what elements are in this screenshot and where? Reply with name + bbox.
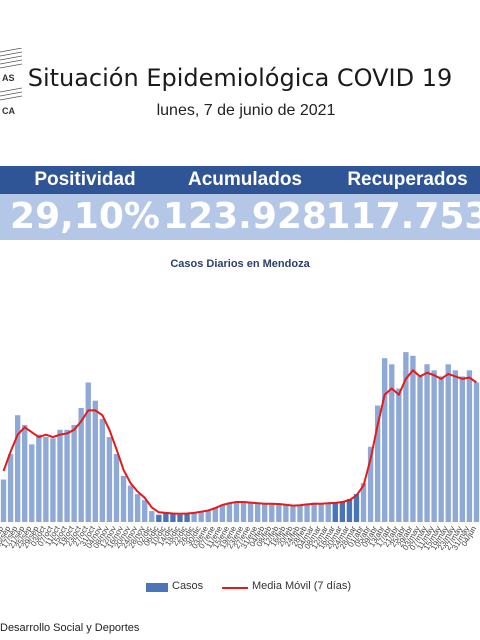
logo-text-2: CA bbox=[2, 106, 15, 116]
x-tick-labels: 09/sep13/sep17/sep21/sep25/sep29/sep03/o… bbox=[0, 524, 478, 552]
legend-label-media-movil: Media Móvil (7 días) bbox=[252, 580, 352, 592]
bar-casos bbox=[283, 505, 289, 522]
bar-casos bbox=[106, 437, 113, 522]
bar-casos bbox=[134, 494, 141, 522]
bar-casos bbox=[212, 507, 218, 522]
legend-label-casos: Casos bbox=[172, 580, 204, 592]
bar-casos bbox=[431, 370, 437, 522]
bar-casos bbox=[50, 438, 56, 522]
bar-casos bbox=[43, 437, 49, 522]
bar-casos bbox=[170, 513, 176, 522]
stats-value-band bbox=[0, 194, 480, 240]
ministry-logo: AS CA bbox=[0, 47, 23, 120]
stat-value-positividad: 29,10% bbox=[10, 196, 160, 237]
moving-average-line bbox=[2, 368, 478, 515]
bar-casos bbox=[71, 424, 77, 522]
bar-casos bbox=[29, 444, 35, 522]
bar-casos bbox=[438, 376, 444, 522]
daily-cases-chart: 09/sep13/sep17/sep21/sep25/sep29/sep03/o… bbox=[0, 352, 480, 552]
legend-swatch-media-movil bbox=[222, 587, 248, 589]
bar-casos bbox=[353, 494, 360, 522]
bar-casos bbox=[360, 483, 367, 522]
bar-casos bbox=[466, 370, 473, 522]
bar-casos bbox=[22, 424, 28, 522]
bar-casos bbox=[57, 429, 63, 522]
bar-casos bbox=[233, 501, 240, 522]
stat-label-recuperados: Recuperados bbox=[347, 169, 468, 190]
bar-casos bbox=[473, 382, 480, 522]
bar-casos bbox=[269, 503, 275, 522]
bar-casos bbox=[424, 364, 430, 522]
bar-casos bbox=[262, 503, 268, 522]
bar-casos bbox=[36, 434, 42, 522]
stat-value-recuperados: 117.753 bbox=[325, 196, 480, 237]
bar-casos bbox=[396, 388, 402, 522]
bar-casos bbox=[382, 358, 388, 522]
bar-casos bbox=[311, 502, 317, 522]
bar-casos bbox=[445, 364, 451, 522]
bar-casos bbox=[198, 512, 204, 522]
bar-casos bbox=[7, 454, 14, 522]
bar-casos bbox=[120, 475, 127, 522]
chart-title: Casos Diarios en Mendoza bbox=[170, 258, 310, 270]
bar-casos bbox=[78, 407, 84, 522]
bar-casos bbox=[254, 503, 261, 522]
bars-group bbox=[0, 352, 480, 522]
stat-value-acumulados: 123.928 bbox=[163, 196, 327, 237]
bar-casos bbox=[325, 502, 331, 522]
bar-casos bbox=[156, 514, 162, 522]
bar-casos bbox=[417, 376, 423, 522]
bar-casos bbox=[374, 405, 381, 522]
bar-casos bbox=[142, 500, 148, 522]
bar-casos bbox=[0, 479, 7, 522]
bar-casos bbox=[177, 514, 183, 522]
legend-swatch-casos bbox=[146, 583, 168, 592]
stat-label-acumulados: Acumulados bbox=[187, 169, 303, 190]
bar-casos bbox=[247, 501, 254, 522]
bar-casos bbox=[92, 400, 98, 522]
bar-casos bbox=[318, 503, 324, 522]
bar-casos bbox=[304, 503, 310, 522]
bar-casos bbox=[184, 514, 190, 522]
bar-casos bbox=[389, 364, 395, 522]
stat-label-positividad: Positividad bbox=[34, 169, 136, 190]
bar-casos bbox=[191, 513, 197, 522]
bar-casos bbox=[14, 415, 21, 522]
bar-casos bbox=[410, 355, 416, 522]
report-date: lunes, 7 de junio de 2021 bbox=[156, 102, 336, 119]
bar-casos bbox=[290, 506, 296, 522]
bar-casos bbox=[240, 501, 247, 522]
bar-casos bbox=[163, 513, 169, 522]
page-title: Situación Epidemiológica COVID 19 bbox=[27, 64, 453, 92]
bar-casos bbox=[452, 370, 458, 522]
bar-casos bbox=[459, 376, 466, 522]
chart-legend: Casos Media Móvil (7 días) bbox=[0, 580, 480, 596]
bar-casos bbox=[346, 498, 353, 522]
bar-casos bbox=[219, 505, 226, 522]
bar-casos bbox=[332, 502, 338, 522]
bar-casos bbox=[113, 454, 120, 522]
bar-casos bbox=[205, 511, 211, 522]
bar-casos bbox=[226, 502, 233, 522]
bar-casos bbox=[297, 505, 303, 522]
bar-casos bbox=[85, 382, 91, 522]
bar-casos bbox=[127, 485, 134, 522]
logo-text-1: AS bbox=[2, 73, 15, 83]
bar-casos bbox=[64, 429, 70, 522]
stats-header-band bbox=[0, 166, 480, 194]
bar-casos bbox=[339, 501, 346, 522]
bar-casos bbox=[276, 503, 282, 522]
bar-casos bbox=[403, 352, 409, 522]
bar-casos bbox=[367, 446, 374, 522]
bar-casos bbox=[99, 418, 106, 522]
footer-ministry: Desarrollo Social y Deportes bbox=[0, 622, 140, 634]
bar-casos bbox=[149, 511, 155, 522]
